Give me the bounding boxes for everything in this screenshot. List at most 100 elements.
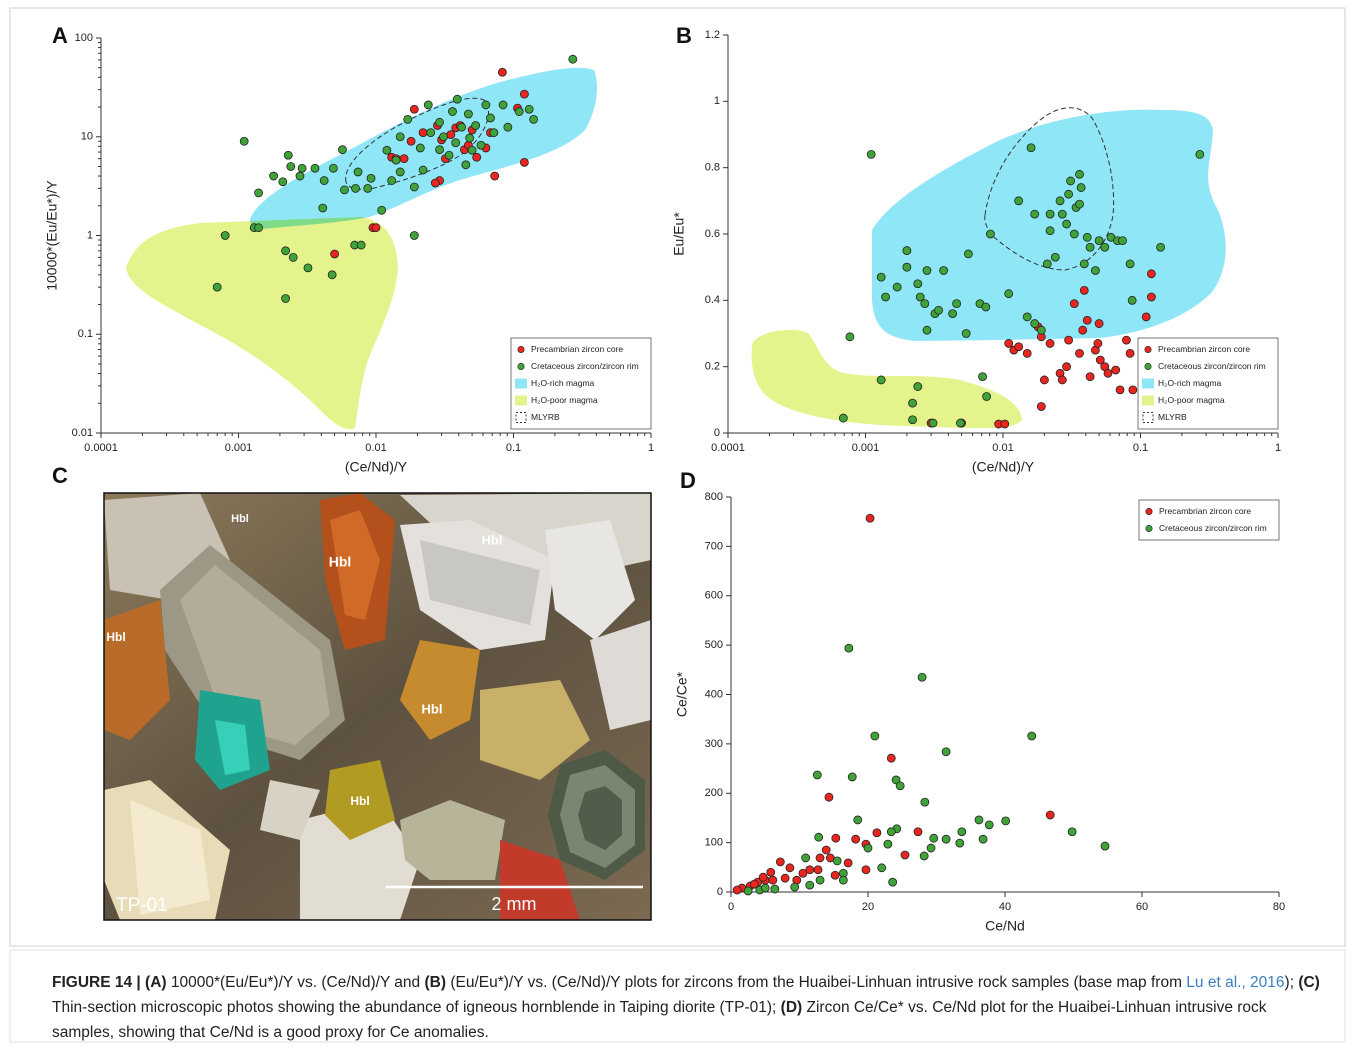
point — [974, 815, 984, 825]
point — [1095, 355, 1105, 365]
legend-marker — [517, 345, 525, 353]
mineral-label: Hbl — [350, 794, 369, 808]
point — [403, 114, 413, 124]
point — [941, 747, 951, 757]
sample-label: TP-01 — [116, 895, 168, 916]
point — [471, 121, 480, 130]
legend-label: Precambrian zircon core — [1159, 506, 1251, 516]
point — [476, 140, 486, 150]
y-tick-label: 1.2 — [705, 29, 720, 41]
point — [749, 879, 759, 889]
caption-part: Lu et al., 2016 — [1186, 974, 1285, 991]
point — [1062, 219, 1071, 229]
point — [448, 107, 457, 116]
point — [377, 205, 387, 215]
legend-marker — [1145, 524, 1153, 532]
point — [1014, 196, 1024, 206]
point — [1128, 385, 1138, 395]
point — [439, 132, 448, 142]
point — [982, 392, 992, 401]
point — [888, 877, 898, 887]
point — [929, 833, 939, 843]
point — [1075, 348, 1084, 358]
point — [371, 223, 381, 233]
caption-part: (B) — [424, 974, 447, 991]
point — [278, 177, 288, 187]
point — [1004, 289, 1014, 299]
legend-label: H₂O-poor magma — [531, 395, 598, 405]
point — [467, 145, 477, 155]
point — [435, 145, 444, 155]
point — [1079, 285, 1089, 295]
legend-marker — [1145, 507, 1153, 515]
caption-frame — [9, 949, 1346, 1043]
legend-label: Cretaceous zircon/zircon rim — [1159, 523, 1267, 533]
point — [1064, 189, 1074, 199]
point — [409, 182, 419, 192]
point — [865, 513, 875, 523]
y-tick-label: 100 — [705, 837, 723, 849]
photo-image — [104, 493, 651, 920]
point — [941, 834, 951, 844]
point — [1039, 375, 1049, 385]
point — [452, 94, 462, 104]
caption-part: (D) — [780, 999, 803, 1016]
caption-part: FIGURE 14 | (A) — [52, 974, 167, 991]
point — [1125, 348, 1135, 358]
point — [351, 183, 360, 193]
point — [838, 875, 848, 885]
x-tick-label: 0 — [728, 901, 734, 913]
point — [435, 117, 444, 127]
point — [830, 870, 840, 880]
legend-swatch — [515, 395, 527, 406]
point — [1195, 149, 1205, 159]
point — [465, 133, 475, 143]
point — [948, 309, 958, 319]
x-axis-label: (Ce/Nd)/Y — [345, 459, 408, 475]
point — [768, 875, 778, 885]
point — [743, 886, 753, 896]
point — [939, 266, 949, 275]
y-tick-label: 0.4 — [705, 294, 720, 306]
region-h2o-rich — [872, 109, 1226, 341]
point — [851, 834, 861, 844]
point — [926, 843, 936, 853]
legend-box — [510, 337, 652, 430]
point — [409, 231, 419, 240]
point — [254, 188, 263, 198]
point — [732, 885, 742, 895]
point — [876, 272, 886, 282]
point — [883, 839, 893, 849]
x-tick-label: 0.0001 — [84, 442, 118, 454]
point — [805, 880, 815, 890]
y-tick-label: 0 — [714, 427, 720, 439]
legend-label: Precambrian zircon core — [1158, 344, 1250, 354]
point — [986, 229, 995, 239]
legend-box — [1138, 499, 1280, 541]
x-tick-label: 0.001 — [852, 442, 880, 454]
point — [790, 882, 800, 892]
point — [1085, 372, 1095, 382]
point — [395, 167, 405, 177]
point — [498, 100, 508, 110]
x-tick-label: 0.01 — [365, 442, 386, 454]
caption-part: Thin-section microscopic photos showing … — [52, 999, 781, 1016]
point — [281, 294, 290, 303]
y-axis-label: Ce/Ce* — [674, 671, 690, 717]
point — [961, 329, 971, 338]
point — [1115, 385, 1125, 395]
point — [310, 163, 320, 173]
point — [891, 775, 901, 785]
point — [1075, 169, 1084, 179]
point — [886, 753, 896, 763]
point — [303, 263, 313, 273]
mineral-label: Hbl — [329, 554, 352, 570]
photo — [103, 492, 652, 921]
point — [418, 128, 428, 138]
point — [1078, 325, 1088, 335]
panel-label: B — [676, 23, 692, 48]
y-tick-label: 0.6 — [705, 228, 720, 240]
point — [955, 838, 965, 848]
panel-label: A — [52, 23, 68, 48]
